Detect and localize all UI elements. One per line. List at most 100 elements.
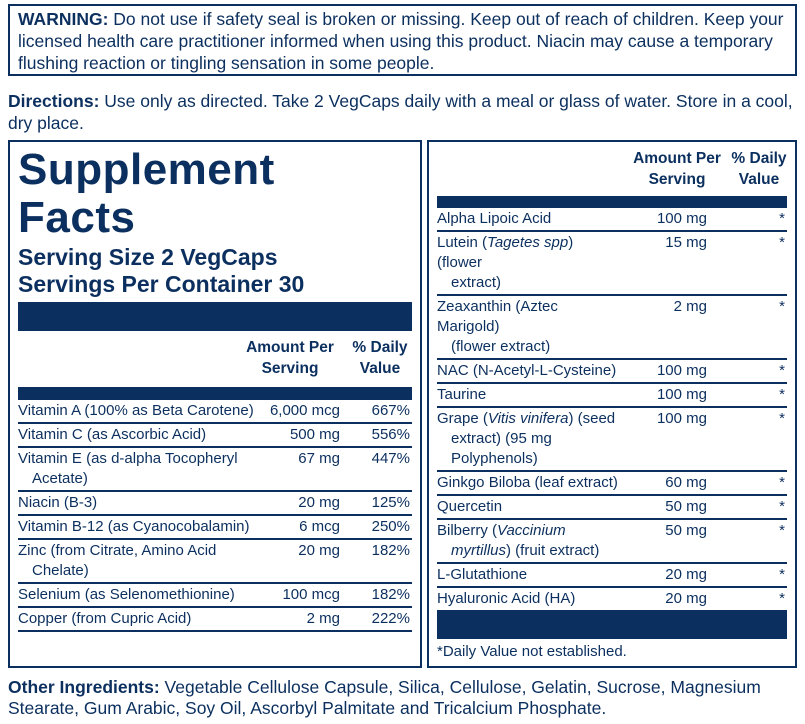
warning-label: WARNING: bbox=[18, 9, 109, 29]
directions-label: Directions: bbox=[8, 91, 100, 111]
nutrient-row: Alpha Lipoic Acid 100 mg * bbox=[437, 208, 787, 231]
nutrient-amount: 20 mg bbox=[665, 566, 707, 583]
nutrient-name: Vitamin C (as Ascorbic Acid) bbox=[18, 426, 207, 443]
nutrient-daily-value: * bbox=[779, 522, 785, 539]
nutrient-daily-value: * bbox=[779, 210, 785, 227]
nutrient-row: Grape (Vitis vinifera) (seed extract) (95… bbox=[437, 407, 787, 471]
nutrient-daily-value: 250% bbox=[371, 518, 410, 535]
nutrient-amount: 20 mg bbox=[298, 542, 340, 559]
nutrient-daily-value: * bbox=[779, 234, 785, 251]
nutrient-row: NAC (N-Acetyl-L-Cysteine) 100 mg * bbox=[437, 359, 787, 383]
column-headers: Amount Per Serving % Daily Value bbox=[437, 146, 787, 196]
nutrient-name: Quercetin bbox=[437, 498, 503, 515]
col-amount-header: Amount Per Serving bbox=[633, 150, 721, 188]
col-dv-header: % Daily Value bbox=[731, 150, 787, 188]
nutrient-amount: 100 mg bbox=[656, 410, 707, 427]
nutrient-amount: 60 mg bbox=[665, 474, 707, 491]
directions-text: Use only as directed. Take 2 VegCaps dai… bbox=[8, 91, 793, 133]
title-line2: Facts bbox=[18, 193, 136, 242]
nutrient-amount: 100 mg bbox=[656, 386, 707, 403]
nutrient-name: Grape (Vitis vinifera) (seed extract) (95… bbox=[437, 410, 616, 467]
col-amount-header: Amount Per Serving bbox=[246, 339, 334, 377]
warning-text: Do not use if safety seal is broken or m… bbox=[18, 9, 784, 73]
other-text: Vegetable Cellulose Capsule, Silica, Cel… bbox=[8, 677, 761, 718]
servings-per-container: Servings Per Container 30 bbox=[18, 271, 305, 297]
nutrient-name: NAC (N-Acetyl-L-Cysteine) bbox=[437, 362, 617, 379]
nutrient-row: Taurine 100 mg * bbox=[437, 383, 787, 407]
nutrient-name: Selenium (as Selenomethionine) bbox=[18, 586, 235, 603]
nutrient-name: Niacin (B-3) bbox=[18, 494, 98, 511]
nutrient-daily-value: 182% bbox=[371, 542, 410, 559]
nutrient-name: Vitamin B-12 (as Cyanocobalamin) bbox=[18, 518, 250, 535]
nutrient-row: Hyaluronic Acid (HA) 20 mg * bbox=[437, 587, 787, 611]
nutrient-name: Copper (from Cupric Acid) bbox=[18, 610, 192, 627]
nutrient-daily-value: * bbox=[779, 498, 785, 515]
thick-divider bbox=[18, 302, 412, 331]
nutrient-name: Ginkgo Biloba (leaf extract) bbox=[437, 474, 618, 491]
nutrient-amount: 100 mcg bbox=[282, 586, 340, 603]
nutrient-daily-value: * bbox=[779, 590, 785, 607]
nutrient-row: Copper (from Cupric Acid) 2 mg 222% bbox=[18, 607, 412, 631]
nutrient-amount: 15 mg bbox=[665, 234, 707, 251]
nutrient-name: Lutein (Tagetes spp) (flower extract) bbox=[437, 234, 574, 291]
nutrient-daily-value: * bbox=[779, 362, 785, 379]
thick-divider bbox=[437, 610, 787, 639]
nutrient-daily-value: * bbox=[779, 566, 785, 583]
nutrient-table-left: Vitamin A (100% as Beta Carotene) 6,000 m… bbox=[18, 400, 412, 632]
thick-divider bbox=[437, 196, 787, 208]
nutrient-amount: 100 mg bbox=[656, 210, 707, 227]
nutrient-amount: 6 mcg bbox=[299, 518, 340, 535]
nutrient-row: Zeaxanthin (Aztec Marigold) (flower extra… bbox=[437, 295, 787, 359]
nutrient-amount: 20 mg bbox=[298, 494, 340, 511]
nutrient-name: L-Glutathione bbox=[437, 566, 528, 583]
nutrient-daily-value: 182% bbox=[371, 586, 410, 603]
nutrient-amount: 6,000 mcg bbox=[269, 402, 340, 419]
other-label: Other Ingredients: bbox=[8, 677, 160, 697]
warning-box: WARNING: Do not use if safety seal is br… bbox=[8, 4, 797, 76]
other-ingredients: Other Ingredients: Vegetable Cellulose C… bbox=[8, 677, 803, 719]
nutrient-row: Vitamin E (as d-alpha Tocopheryl Acetate)… bbox=[18, 447, 412, 491]
nutrient-amount: 20 mg bbox=[665, 590, 707, 607]
nutrient-row: Ginkgo Biloba (leaf extract) 60 mg * bbox=[437, 471, 787, 495]
nutrient-name: Hyaluronic Acid (HA) bbox=[437, 590, 576, 607]
nutrient-table-right: Alpha Lipoic Acid 100 mg * Lutein (Tagetes … bbox=[437, 208, 787, 612]
nutrient-row: Vitamin B-12 (as Cyanocobalamin) 6 mcg 250… bbox=[18, 515, 412, 539]
nutrient-row: Zinc (from Citrate, Amino Acid Chelate) 20… bbox=[18, 539, 412, 583]
nutrient-name: Alpha Lipoic Acid bbox=[437, 210, 552, 227]
serving-size: Serving Size 2 VegCaps bbox=[18, 244, 278, 270]
nutrient-amount: 2 mg bbox=[673, 298, 707, 315]
nutrient-daily-value: * bbox=[779, 410, 785, 427]
col-dv-header: % Daily Value bbox=[352, 339, 408, 377]
nutrient-daily-value: 125% bbox=[371, 494, 410, 511]
nutrient-amount: 67 mg bbox=[298, 450, 340, 467]
nutrient-amount: 500 mg bbox=[289, 426, 340, 443]
nutrient-row: Bilberry (Vaccinium myrtillus) (fruit ext… bbox=[437, 519, 787, 563]
nutrient-row: Quercetin 50 mg * bbox=[437, 495, 787, 519]
nutrient-amount: 100 mg bbox=[656, 362, 707, 379]
directions: Directions: Use only as directed. Take 2… bbox=[8, 90, 798, 134]
nutrient-daily-value: * bbox=[779, 386, 785, 403]
nutrient-name: Bilberry (Vaccinium myrtillus) (fruit ext… bbox=[437, 522, 600, 559]
nutrient-row: Selenium (as Selenomethionine) 100 mcg 182… bbox=[18, 583, 412, 607]
nutrient-daily-value: 667% bbox=[371, 402, 410, 419]
column-headers: Amount Per Serving % Daily Value bbox=[18, 331, 412, 387]
nutrient-name: Zeaxanthin (Aztec Marigold) (flower extra… bbox=[437, 298, 558, 355]
nutrient-daily-value: 447% bbox=[371, 450, 410, 467]
nutrient-row: Niacin (B-3) 20 mg 125% bbox=[18, 491, 412, 515]
nutrient-name: Vitamin E (as d-alpha Tocopheryl Acetate) bbox=[18, 450, 238, 487]
nutrient-amount: 50 mg bbox=[665, 522, 707, 539]
nutrient-name: Zinc (from Citrate, Amino Acid Chelate) bbox=[18, 542, 217, 579]
nutrient-daily-value: 222% bbox=[371, 610, 410, 627]
nutrient-daily-value: * bbox=[779, 474, 785, 491]
nutrient-amount: 2 mg bbox=[306, 610, 340, 627]
nutrient-name: Vitamin A (100% as Beta Carotene) bbox=[18, 402, 254, 419]
nutrient-daily-value: 556% bbox=[371, 426, 410, 443]
supplement-facts-right-panel: Amount Per Serving % Daily Value Alpha L… bbox=[427, 140, 797, 668]
nutrient-row: Lutein (Tagetes spp) (flower extract) 15 m… bbox=[437, 231, 787, 295]
title-line1: Supplement bbox=[18, 145, 275, 194]
nutrient-daily-value: * bbox=[779, 298, 785, 315]
nutrient-row: Vitamin C (as Ascorbic Acid) 500 mg 556% bbox=[18, 423, 412, 447]
nutrient-row: Vitamin A (100% as Beta Carotene) 6,000 m… bbox=[18, 400, 412, 423]
supplement-facts-left-panel: Supplement Facts Serving Size 2 VegCaps … bbox=[8, 140, 422, 668]
footnote: *Daily Value not established. bbox=[437, 643, 627, 660]
